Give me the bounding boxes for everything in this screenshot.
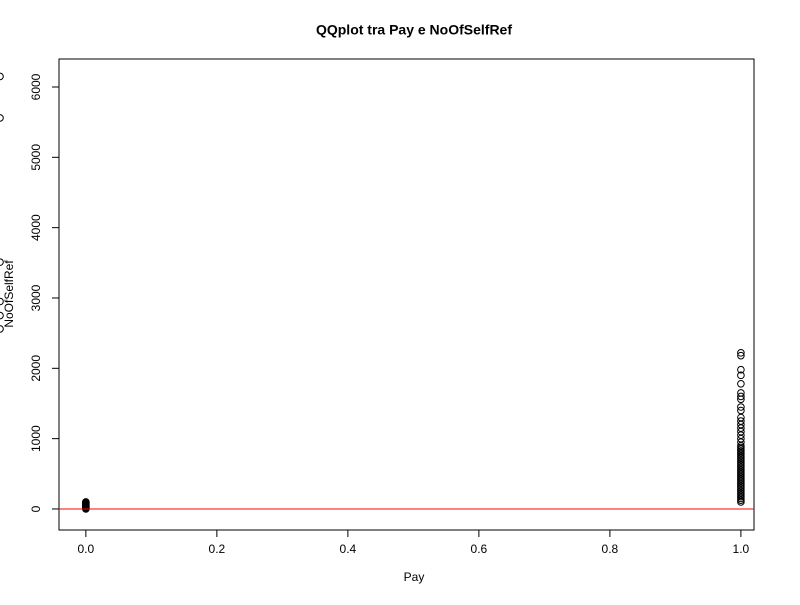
plot-box — [58, 58, 755, 531]
point — [0, 114, 4, 122]
point — [0, 297, 4, 306]
x-tick-label: 0.4 — [340, 542, 357, 556]
y-tick-label: 6000 — [29, 73, 43, 100]
y-tick-label: 4000 — [29, 214, 43, 241]
point — [0, 311, 4, 320]
point — [737, 406, 745, 415]
x-tick-label: 0.2 — [209, 542, 226, 556]
point — [0, 72, 4, 81]
point — [737, 349, 745, 357]
point — [737, 365, 745, 374]
point — [737, 417, 745, 425]
x-tick-label: 0.6 — [471, 542, 488, 556]
point — [737, 389, 745, 397]
y-tick-label: 1000 — [29, 425, 43, 452]
point — [737, 379, 745, 388]
x-tick-label: 0.8 — [602, 542, 619, 556]
x-tick-label: 1.0 — [733, 542, 750, 556]
point — [0, 258, 4, 266]
y-axis-label: NoOfSelfRef — [2, 260, 16, 328]
y-tick-label: 0 — [29, 505, 43, 512]
chart-title: QQplot tra Pay e NoOfSelfRef — [316, 22, 512, 38]
x-axis-label: Pay — [404, 570, 425, 584]
point — [0, 325, 4, 333]
y-tick-label: 2000 — [29, 355, 43, 382]
point — [737, 371, 745, 380]
point — [737, 403, 745, 411]
y-tick-label: 3000 — [29, 284, 43, 311]
point — [82, 498, 90, 506]
point — [737, 351, 745, 360]
y-tick-label: 5000 — [29, 144, 43, 171]
x-tick-label: 0.0 — [78, 542, 95, 556]
point — [737, 392, 745, 401]
